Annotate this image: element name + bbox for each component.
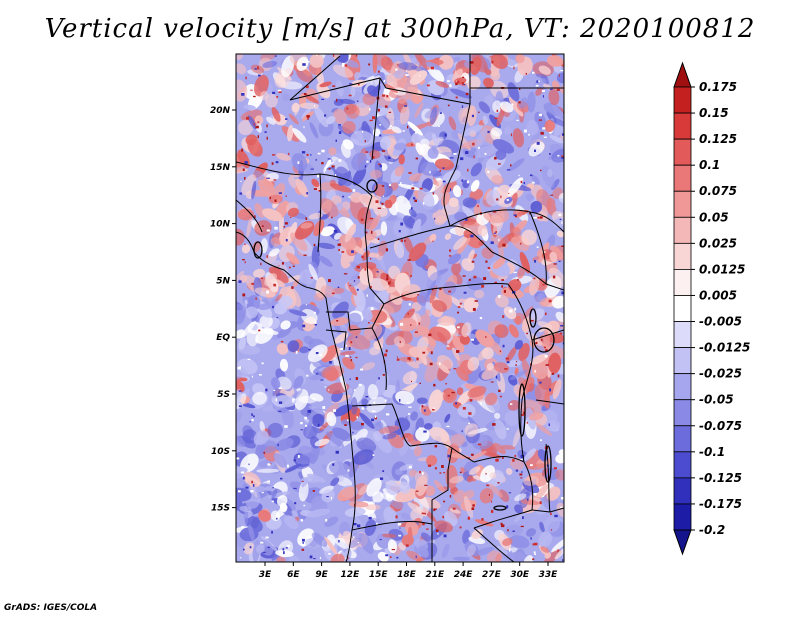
colorbar-segment <box>673 347 692 375</box>
colorbar-label: -0.025 <box>699 367 742 381</box>
colorbar-label: 0.15 <box>699 106 729 120</box>
lon-tick-label: 12E <box>341 570 361 580</box>
colorbar-label: -0.0125 <box>699 341 750 355</box>
colorbar-label: -0.175 <box>699 497 742 511</box>
border-ethiopia <box>529 211 547 285</box>
lon-tick-label: 15E <box>369 570 389 580</box>
lon-tick-label: 6E <box>287 570 300 580</box>
border-car <box>369 225 493 253</box>
lat-tick-label: 10S <box>211 447 230 457</box>
lat-tick-label: 10N <box>210 220 231 230</box>
border-chad-east <box>443 103 471 227</box>
colorbar-segment <box>673 295 692 322</box>
lake-volta <box>253 241 263 259</box>
lon-tick-label: 33E <box>539 570 559 580</box>
colorbar-segment <box>673 138 692 166</box>
colorbar-top-arrow <box>673 61 692 88</box>
border-angola-drc <box>351 403 475 463</box>
colorbar-segment <box>673 242 692 270</box>
latitude-axis: 20N 15N 10N 5N EQ 5S 10S 15S <box>210 106 236 514</box>
longitude-axis: 3E 6E 9E 12E 15E 18E 21E 24E 27E 30E 33E <box>259 562 558 580</box>
colorbar-segment <box>673 164 692 192</box>
colorbar-label: -0.1 <box>699 445 725 459</box>
lon-tick-label: 30E <box>510 570 530 580</box>
border-malawi <box>545 443 551 513</box>
colorbar-label: -0.05 <box>699 393 734 407</box>
lon-tick-label: 24E <box>454 570 474 580</box>
border-angola-south <box>351 521 433 531</box>
colorbar-label: 0.075 <box>699 184 737 198</box>
colorbar-label: 0.175 <box>699 80 737 94</box>
colorbar-segment <box>673 503 692 531</box>
border-west <box>236 199 263 233</box>
colorbar-label: 0.125 <box>699 132 737 146</box>
colorbar-label: -0.2 <box>699 523 725 537</box>
border-congo <box>326 311 387 391</box>
colorbar-segment <box>673 190 692 218</box>
coastline-west <box>236 231 356 562</box>
country-borders <box>236 54 564 562</box>
border-zambia <box>473 456 534 529</box>
lake-chad <box>366 179 378 193</box>
border-sahara-2 <box>289 54 471 105</box>
chart-title: Vertical velocity [m/s] at 300hPa, VT: 2… <box>44 14 756 44</box>
border-drc-north <box>383 282 509 305</box>
border-gabon <box>325 329 347 351</box>
colorbar-bottom-arrow <box>673 529 692 556</box>
border-cabinda <box>371 303 385 329</box>
lake-albert <box>529 308 537 328</box>
border-tanzania <box>531 329 564 341</box>
border-cameroon <box>364 195 385 305</box>
lon-tick-label: 21E <box>425 570 445 580</box>
lake-malawi <box>544 445 552 483</box>
border-sahara-1 <box>289 55 341 101</box>
border-zimbabwe <box>473 527 515 562</box>
lake-tanganyika <box>518 383 526 437</box>
colorbar-label: 0.005 <box>699 288 737 302</box>
lake-kariba <box>493 505 507 511</box>
colorbar-segment <box>673 321 692 348</box>
lat-tick-label: 5S <box>217 390 230 400</box>
border-sudan-south <box>449 209 564 233</box>
velocity-speckles <box>236 54 564 562</box>
velocity-field <box>236 54 564 562</box>
colorbar-segment <box>673 477 692 505</box>
colorbar: 0.175 0.15 0.125 0.1 0.075 0.05 0.025 0.0125 0.0… <box>673 61 750 556</box>
lon-tick-label: 18E <box>397 570 417 580</box>
border-nigeria-cameroon <box>317 173 322 253</box>
lon-tick-label: 9E <box>315 570 328 580</box>
colorbar-label: -0.005 <box>699 315 742 329</box>
lat-tick-label: 15S <box>211 504 230 514</box>
lake-victoria <box>533 327 555 353</box>
lon-tick-label: 3E <box>259 570 272 580</box>
colorbar-label: -0.075 <box>699 419 742 433</box>
border-chad-libya <box>371 77 381 161</box>
lat-tick-label: 20N <box>210 106 231 116</box>
map-frame <box>235 53 565 563</box>
colorbar-label: 0.1 <box>699 158 720 172</box>
colorbar-label: 0.0125 <box>699 262 745 276</box>
lat-tick-label: EQ <box>216 333 230 343</box>
lakes <box>253 179 555 511</box>
colorbar-label: 0.025 <box>699 236 737 250</box>
colorbar-segment <box>673 269 692 296</box>
lat-tick-label: 5N <box>216 276 230 286</box>
colorbar-segment <box>673 373 692 401</box>
border-tanzania-2 <box>535 399 564 405</box>
colorbar-segment <box>673 216 692 244</box>
grads-credit: GrADS: IGES/COLA <box>4 603 98 613</box>
lon-tick-label: 27E <box>482 570 502 580</box>
lat-tick-label: 15N <box>210 163 231 173</box>
colorbar-label: -0.125 <box>699 471 742 485</box>
colorbar-label: 0.05 <box>699 210 729 224</box>
colorbar-segment <box>673 425 692 453</box>
colorbar-segment <box>673 86 692 114</box>
colorbar-segment <box>673 399 692 427</box>
border-angola-zambia <box>431 447 453 524</box>
colorbar-segment <box>673 112 692 140</box>
colorbar-segment <box>673 451 692 479</box>
